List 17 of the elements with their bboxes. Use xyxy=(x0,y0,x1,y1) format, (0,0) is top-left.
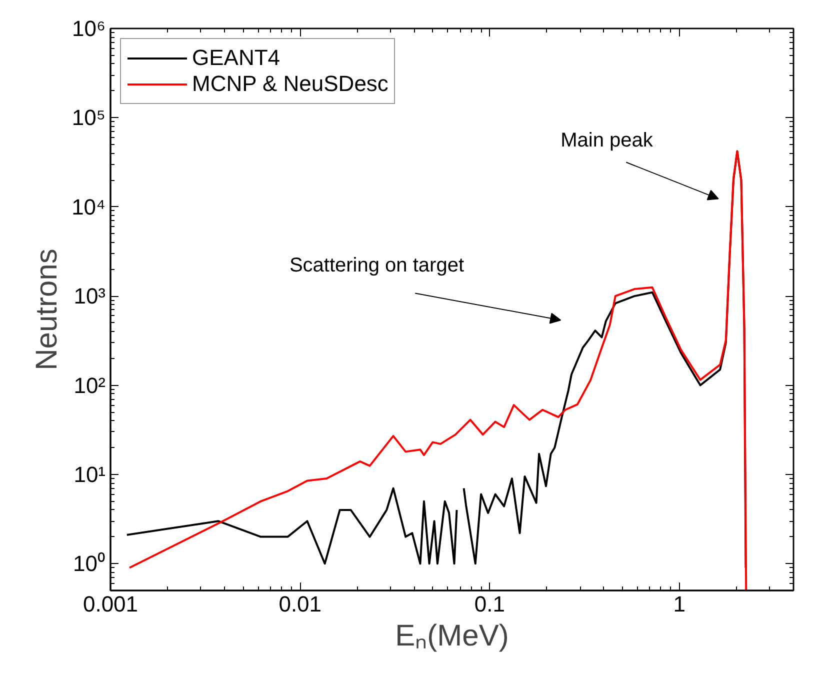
x-tick-label: 1 xyxy=(673,592,686,616)
x-tick-label: 0.1 xyxy=(474,592,506,616)
y-tick-label: 10⁴ xyxy=(72,194,106,220)
annotation: Scattering on target xyxy=(289,254,464,276)
y-tick-label: 10⁵ xyxy=(72,105,106,130)
y-tick-label: 10² xyxy=(74,372,106,398)
y-tick-label: 10¹ xyxy=(74,462,106,487)
legend-label: MCNP & NeuSDesc xyxy=(192,71,388,97)
x-axis-title: Eₙ(MeV) xyxy=(395,620,509,652)
legend-label: GEANT4 xyxy=(192,45,280,71)
x-tick-label: 0.01 xyxy=(278,592,322,616)
y-axis-title: Neutrons xyxy=(30,248,64,370)
y-tick-label: 10⁶ xyxy=(72,16,106,41)
y-tick-label: 10³ xyxy=(74,284,106,309)
x-tick-label: 0.001 xyxy=(82,592,138,616)
annotation: Main peak xyxy=(560,130,654,152)
y-tick-label: 10⁰ xyxy=(73,551,106,576)
